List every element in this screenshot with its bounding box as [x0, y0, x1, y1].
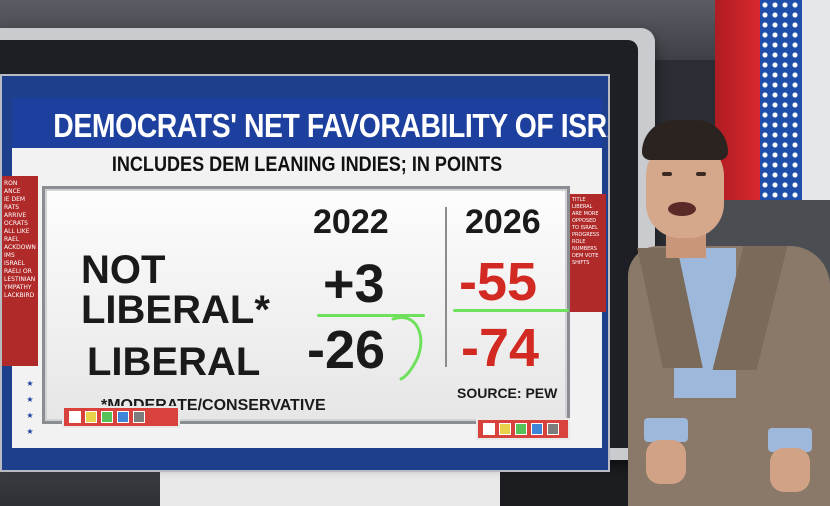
data-table: 2022 2026 NOT LIBERAL* +3 -55 LIBERAL -2…: [42, 186, 570, 424]
presenter-mouth: [668, 202, 696, 216]
right-rail-item: ARE MORE: [572, 211, 599, 217]
monitor-bezel: DEMOCRATS' NET FAVORABILITY OF ISRAEL IN…: [0, 40, 638, 472]
right-rail-item: LIBERAL: [572, 204, 593, 210]
value-not-liberal-2022: +3: [323, 254, 385, 314]
white-swatch-button[interactable]: [483, 423, 495, 435]
presenter: [620, 118, 830, 506]
presenter-cuff: [644, 418, 688, 442]
blue-swatch-button[interactable]: [117, 411, 129, 423]
left-rail[interactable]: RON ANCE IE DEM RATS ARRIVE OCRATS ALL L…: [2, 176, 38, 366]
left-rail-item: ARRIVE: [4, 212, 27, 219]
left-rail-item: ALL LIKE: [4, 228, 30, 235]
right-rail-item: TO ISRAEL: [572, 225, 598, 231]
yellow-swatch-button[interactable]: [499, 423, 511, 435]
row-label-liberal: LIBERAL: [87, 340, 261, 384]
right-rail[interactable]: TITLE LIBERAL ARE MORE OPPOSED TO ISRAEL…: [570, 194, 606, 312]
eraser-icon[interactable]: [547, 423, 559, 435]
value-liberal-2022: -26: [307, 320, 386, 380]
title-band: [12, 98, 602, 148]
column-header-2022: 2022: [313, 203, 389, 241]
green-swatch-button[interactable]: [515, 423, 527, 435]
left-rail-item: RAEL: [4, 236, 20, 243]
left-rail-item: RAELI OR: [4, 268, 32, 275]
left-rail-item: ACKDOWN: [4, 244, 36, 251]
source-label: SOURCE: PEW: [457, 385, 558, 401]
left-rail-item: RATS: [4, 204, 20, 211]
yellow-swatch-button[interactable]: [85, 411, 97, 423]
graphic-title: DEMOCRATS' NET FAVORABILITY OF ISRAEL: [53, 107, 610, 144]
presenter-hand: [646, 440, 686, 484]
right-rail-item: ROLE: [572, 239, 586, 245]
flag-white-panel: [802, 0, 830, 230]
left-rail-item: ANCE: [4, 188, 21, 195]
right-rail-item: SHIFTS: [572, 260, 590, 266]
column-divider: [445, 207, 447, 367]
green-annotation-mark: [317, 314, 425, 317]
right-rail-item: TITLE: [572, 197, 586, 203]
green-annotation-mark: [453, 309, 569, 312]
right-rail-item: DEM VOTE: [572, 253, 599, 259]
value-liberal-2026: -74: [461, 318, 540, 378]
left-rail-item: LACKBIRD: [4, 292, 35, 299]
green-annotation-curve: [391, 316, 423, 381]
left-rail-item: RON: [4, 180, 18, 187]
touchscreen-monitor: DEMOCRATS' NET FAVORABILITY OF ISRAEL IN…: [0, 28, 655, 472]
left-rail-item: IE DEM: [4, 196, 26, 203]
row-label-not-liberal-line1: NOT: [81, 248, 166, 292]
row-label-not-liberal-line2: LIBERAL*: [81, 288, 270, 332]
eraser-icon[interactable]: [133, 411, 145, 423]
presenter-hand: [770, 448, 810, 492]
white-swatch-button[interactable]: [69, 411, 81, 423]
value-not-liberal-2026: -55: [459, 252, 538, 312]
presenter-eye: [696, 172, 706, 176]
screen-toolbar-right[interactable]: [476, 418, 570, 440]
right-rail-item: OPPOSED: [572, 218, 597, 224]
monitor-screen[interactable]: DEMOCRATS' NET FAVORABILITY OF ISRAEL IN…: [0, 74, 610, 472]
left-rail-item: IMS: [4, 252, 15, 259]
graphic-subtitle: INCLUDES DEM LEANING INDIES; IN POINTS: [111, 153, 503, 176]
right-rail-item: PROGRESS: [572, 232, 600, 238]
left-rail-item: ISRAEL: [4, 260, 25, 267]
green-swatch-button[interactable]: [101, 411, 113, 423]
presenter-hair: [642, 120, 728, 160]
right-rail-item: NUMBERS: [572, 246, 597, 252]
bezel-toolbar-left[interactable]: [62, 406, 180, 428]
presenter-eye: [662, 172, 672, 176]
left-rail-item: LESTINIAN: [4, 276, 36, 283]
left-rail-item: YMPATHY: [4, 284, 32, 291]
star-icons: ★ ★ ★ ★: [26, 379, 34, 436]
left-rail-item: OCRATS: [4, 220, 28, 227]
blue-swatch-button[interactable]: [531, 423, 543, 435]
flag-stars-panel: [760, 0, 802, 210]
column-header-2026: 2026: [465, 203, 541, 241]
